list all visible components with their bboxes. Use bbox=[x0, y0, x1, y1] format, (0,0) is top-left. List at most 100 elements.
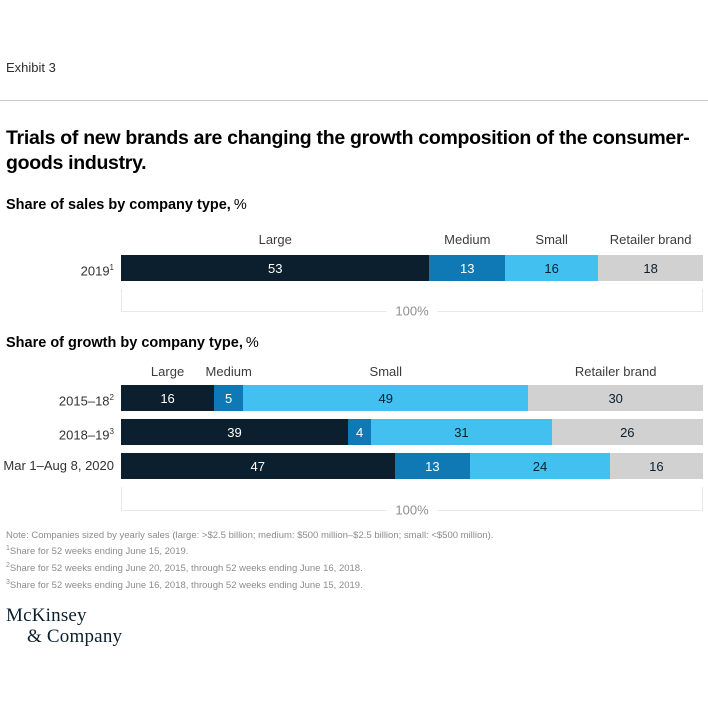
footnote-text: Share for 52 weeks ending June 16, 2018,… bbox=[9, 579, 363, 591]
column-header-retailer-brand: Retailer brand bbox=[528, 364, 703, 385]
bar-segment-large: 47 bbox=[121, 453, 395, 479]
footnote-text: Note: Companies sized by yearly sales (l… bbox=[6, 530, 494, 541]
row-label-sup: 2 bbox=[109, 393, 114, 402]
bar-value: 16 bbox=[160, 390, 175, 406]
footnote-line: 1Share for 52 weeks ending June 15, 2019… bbox=[6, 542, 493, 559]
column-header-label: Large bbox=[258, 232, 292, 247]
bar-value: 13 bbox=[460, 260, 475, 276]
bar-value: 5 bbox=[225, 390, 233, 406]
column-header-label: Medium bbox=[205, 364, 252, 379]
bar-segment-retailer-brand: 26 bbox=[551, 419, 703, 445]
chart-heading: Share of sales by company type,% bbox=[6, 197, 703, 213]
column-header-row: Large Medium Small Retailer brand bbox=[0, 232, 703, 255]
bar-segment-retailer-brand: 30 bbox=[528, 385, 703, 411]
column-header-large: Large bbox=[121, 364, 214, 385]
bar-segment-large: 39 bbox=[121, 419, 348, 445]
bar-row: 2018–193 39 4 31 26 bbox=[0, 419, 703, 445]
bar-value: 26 bbox=[620, 424, 635, 440]
chart-section-share-of-sales: Share of sales by company type,% Large Me… bbox=[0, 197, 703, 319]
total-label: 100% bbox=[386, 303, 438, 319]
footnote-sup: 2 bbox=[6, 561, 10, 569]
bar-value: 39 bbox=[227, 424, 242, 440]
bar-segment-medium: 13 bbox=[429, 255, 506, 281]
stacked-bar: 47 13 24 16 bbox=[121, 453, 703, 479]
column-header-small: Small bbox=[243, 364, 528, 385]
column-header-large: Large bbox=[121, 232, 429, 255]
bar-segment-small: 16 bbox=[505, 255, 599, 281]
stacked-bar: 39 4 31 26 bbox=[121, 419, 703, 445]
column-header-small: Small bbox=[505, 232, 598, 255]
bar-segment-retailer-brand: 16 bbox=[609, 453, 703, 479]
row-label: 20191 bbox=[80, 263, 114, 279]
bar-segment-medium: 13 bbox=[394, 453, 471, 479]
page-title: Trials of new brands are changing the gr… bbox=[6, 126, 706, 176]
column-header-retailer-brand: Retailer brand bbox=[598, 232, 703, 255]
bar-value: 16 bbox=[544, 260, 559, 276]
column-header-label: Large bbox=[150, 364, 185, 379]
stacked-bar: 53 13 16 18 bbox=[121, 255, 703, 281]
bar-segment-small: 31 bbox=[371, 419, 552, 445]
chart-section-share-of-growth: Share of growth by company type,% Large M… bbox=[0, 335, 703, 518]
column-header-label: Small bbox=[369, 364, 403, 379]
bar-value: 13 bbox=[425, 458, 440, 474]
stacked-bar: 16 5 49 30 bbox=[121, 385, 703, 411]
logo-line-2: & Company bbox=[27, 626, 123, 647]
bar-row: Mar 1–Aug 8, 2020 47 13 24 16 bbox=[0, 453, 703, 479]
row-label: Mar 1–Aug 8, 2020 bbox=[3, 458, 114, 473]
bar-value: 47 bbox=[250, 458, 265, 474]
footnote-sup: 1 bbox=[6, 545, 10, 553]
chart-heading-percent: % bbox=[233, 197, 247, 213]
total-bracket: 100% bbox=[121, 487, 703, 518]
footnote-sup: 3 bbox=[6, 578, 10, 586]
bar-segment-medium: 5 bbox=[214, 385, 244, 411]
chart-heading: Share of growth by company type,% bbox=[6, 335, 703, 351]
page-title-line-1: Trials of new brands are changing the gr… bbox=[6, 127, 690, 149]
mckinsey-logo: McKinsey & Company bbox=[6, 605, 122, 647]
column-header-medium: Medium bbox=[206, 364, 252, 385]
bar-segment-medium: 4 bbox=[347, 419, 372, 445]
bar-segment-large: 16 bbox=[121, 385, 215, 411]
total-bracket: 100% bbox=[121, 289, 703, 319]
bar-segment-small: 49 bbox=[243, 385, 529, 411]
footnote-line: 2Share for 52 weeks ending June 20, 2015… bbox=[6, 559, 493, 576]
footnote-line: 3Share for 52 weeks ending June 16, 2018… bbox=[6, 576, 493, 593]
row-label-sup: 3 bbox=[109, 427, 114, 436]
bar-rows: 2015–182 16 5 49 30 2018–193 39 4 31 26 Mar 1–Aug … bbox=[0, 385, 703, 518]
bar-value: 16 bbox=[649, 458, 664, 474]
chart-heading-bold: Share of growth by company type, bbox=[6, 335, 243, 351]
logo-line-1: McKinsey bbox=[6, 605, 87, 626]
bar-row: 2015–182 16 5 49 30 bbox=[0, 385, 703, 411]
footnote-line: Note: Companies sized by yearly sales (l… bbox=[6, 529, 493, 542]
footnotes: Note: Companies sized by yearly sales (l… bbox=[6, 529, 493, 592]
column-header-medium: Medium bbox=[429, 232, 505, 255]
column-header-label: Retailer brand bbox=[574, 364, 657, 379]
column-header-row: Large Medium Small Retailer brand bbox=[0, 364, 703, 385]
bar-row: 20191 53 13 16 18 bbox=[0, 255, 703, 281]
bar-segment-retailer-brand: 18 bbox=[598, 255, 703, 281]
bar-segment-small: 24 bbox=[470, 453, 610, 479]
bar-value: 53 bbox=[267, 260, 283, 276]
exhibit-label: Exhibit 3 bbox=[6, 60, 56, 75]
divider-line bbox=[0, 100, 708, 101]
footnote-text: Share for 52 weeks ending June 20, 2015,… bbox=[9, 563, 363, 575]
chart-heading-bold: Share of sales by company type, bbox=[6, 197, 231, 213]
footnote-text: Share for 52 weeks ending June 15, 2019. bbox=[9, 546, 189, 558]
column-header-label: Medium bbox=[444, 232, 491, 247]
chart-heading-percent: % bbox=[245, 335, 259, 351]
column-header-label: Small bbox=[535, 232, 568, 247]
bar-segment-large: 53 bbox=[121, 255, 430, 281]
bar-value: 31 bbox=[454, 424, 469, 440]
row-label: 2018–193 bbox=[58, 427, 114, 443]
bar-value: 30 bbox=[608, 390, 623, 406]
bar-value: 4 bbox=[355, 424, 364, 440]
bar-value: 24 bbox=[532, 458, 548, 474]
bar-value: 18 bbox=[643, 260, 658, 276]
column-header-label: Retailer brand bbox=[609, 232, 692, 247]
total-label: 100% bbox=[386, 502, 438, 518]
row-label: 2015–182 bbox=[58, 393, 114, 409]
bar-rows: 20191 53 13 16 18 100% bbox=[0, 255, 703, 319]
bar-value: 49 bbox=[378, 390, 394, 406]
page-title-line-2: goods industry. bbox=[6, 152, 147, 174]
row-label-sup: 1 bbox=[109, 263, 114, 272]
